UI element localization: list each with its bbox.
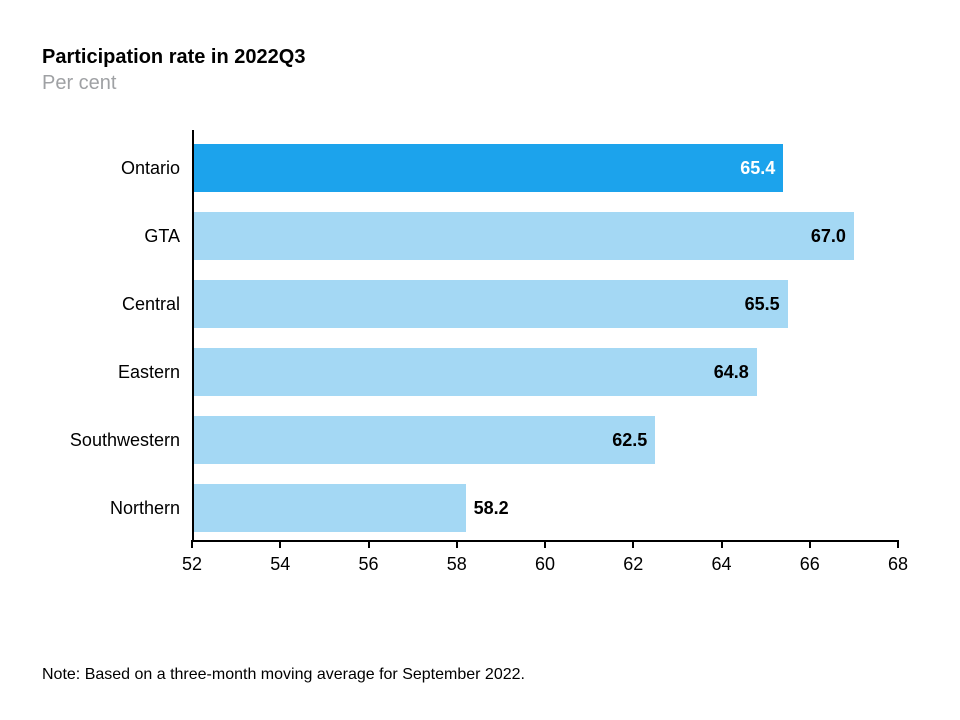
x-tick-label: 56 — [349, 554, 389, 575]
x-tick-label: 66 — [790, 554, 830, 575]
x-tick — [456, 540, 458, 548]
x-tick-label: 52 — [172, 554, 212, 575]
x-tick — [191, 540, 193, 548]
bar — [194, 416, 655, 464]
y-category-label: GTA — [30, 226, 180, 247]
x-tick-label: 60 — [525, 554, 565, 575]
bar — [194, 348, 757, 396]
bar-value-label: 67.0 — [786, 226, 846, 247]
x-tick-label: 68 — [878, 554, 918, 575]
x-tick — [632, 540, 634, 548]
x-tick-label: 54 — [260, 554, 300, 575]
bar-value-label: 65.5 — [720, 294, 780, 315]
x-tick — [544, 540, 546, 548]
bar-value-label: 58.2 — [474, 498, 534, 519]
x-tick — [368, 540, 370, 548]
x-tick — [897, 540, 899, 548]
bar — [194, 212, 854, 260]
x-tick-label: 64 — [702, 554, 742, 575]
x-tick — [279, 540, 281, 548]
y-category-label: Eastern — [30, 362, 180, 383]
x-tick-label: 62 — [613, 554, 653, 575]
bar-value-label: 64.8 — [689, 362, 749, 383]
chart-subtitle: Per cent — [42, 72, 116, 95]
y-category-label: Ontario — [30, 158, 180, 179]
bar — [194, 280, 788, 328]
x-tick — [721, 540, 723, 548]
x-tick-label: 58 — [437, 554, 477, 575]
chart-container: { "title": { "text": "Participation rate… — [0, 0, 960, 720]
bar-value-label: 65.4 — [715, 158, 775, 179]
y-category-label: Northern — [30, 498, 180, 519]
y-category-label: Central — [30, 294, 180, 315]
chart-title: Participation rate in 2022Q3 — [42, 46, 305, 69]
bar — [194, 484, 466, 532]
plot-area: 525456586062646668Ontario65.4GTA67.0Cent… — [192, 130, 898, 540]
chart-footnote: Note: Based on a three-month moving aver… — [42, 666, 525, 684]
bar — [194, 144, 783, 192]
bar-value-label: 62.5 — [587, 430, 647, 451]
x-tick — [809, 540, 811, 548]
y-category-label: Southwestern — [30, 430, 180, 451]
